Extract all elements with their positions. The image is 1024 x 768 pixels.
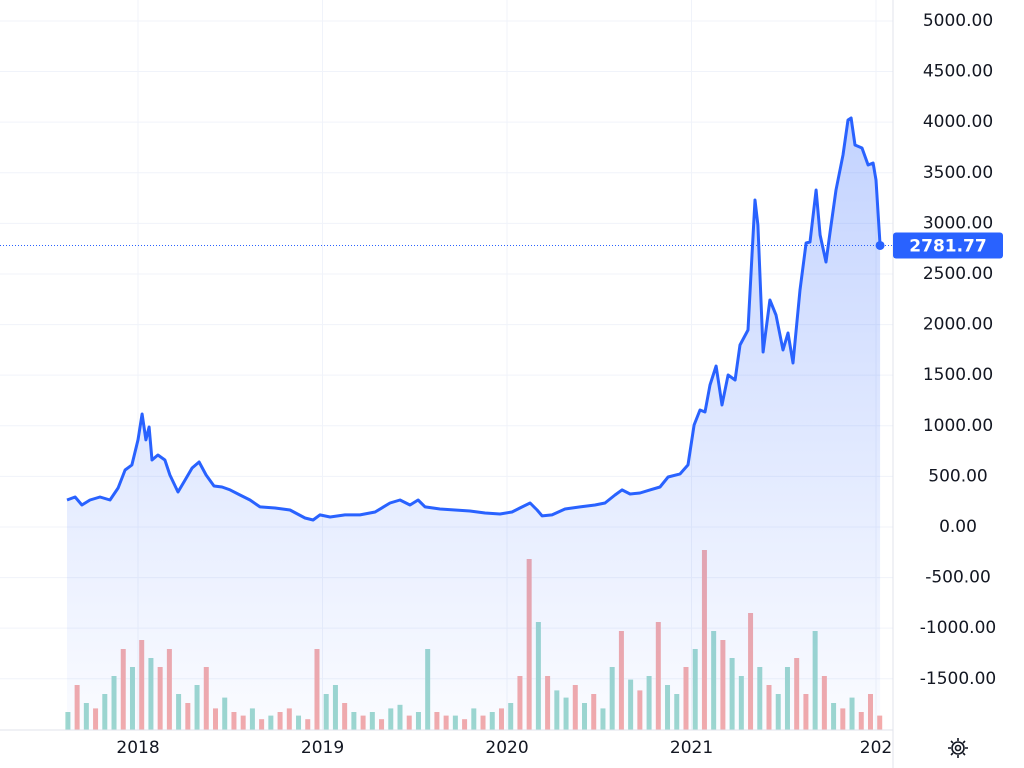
x-tick-label: 202 bbox=[860, 738, 892, 758]
y-tick-label: -500.00 bbox=[925, 568, 991, 588]
y-tick-label: 2000.00 bbox=[923, 315, 993, 335]
x-tick-label: 2021 bbox=[670, 738, 713, 758]
y-tick-label: 0.00 bbox=[939, 517, 977, 537]
area-fill bbox=[67, 118, 881, 730]
last-point bbox=[875, 240, 885, 250]
x-tick-label: 2018 bbox=[116, 738, 159, 758]
y-tick-label: 1000.00 bbox=[923, 416, 993, 436]
y-tick-label: 3500.00 bbox=[923, 163, 993, 183]
plot bbox=[0, 116, 893, 730]
y-tick-label: 5000.00 bbox=[923, 11, 993, 31]
axes: 5000.00 4500.00 4000.00 3500.00 3000.00 2500.… bbox=[116, 11, 1003, 758]
y-tick-label: 1500.00 bbox=[923, 365, 993, 385]
last-value-label: 2781.77 bbox=[909, 236, 986, 256]
settings-icon[interactable] bbox=[948, 738, 968, 758]
y-tick-label: 3000.00 bbox=[923, 213, 993, 233]
y-tick-label: 2500.00 bbox=[923, 264, 993, 284]
y-tick-label: 4000.00 bbox=[923, 112, 993, 132]
x-tick-label: 2020 bbox=[485, 738, 528, 758]
price-line bbox=[66, 116, 882, 522]
y-tick-label: -1000.00 bbox=[920, 618, 996, 638]
y-tick-label: -1500.00 bbox=[920, 669, 996, 689]
x-tick-label: 2019 bbox=[301, 738, 344, 758]
y-tick-label: 500.00 bbox=[928, 466, 987, 486]
last-value-badge bbox=[893, 232, 1003, 259]
y-tick-label: 4500.00 bbox=[923, 62, 993, 82]
